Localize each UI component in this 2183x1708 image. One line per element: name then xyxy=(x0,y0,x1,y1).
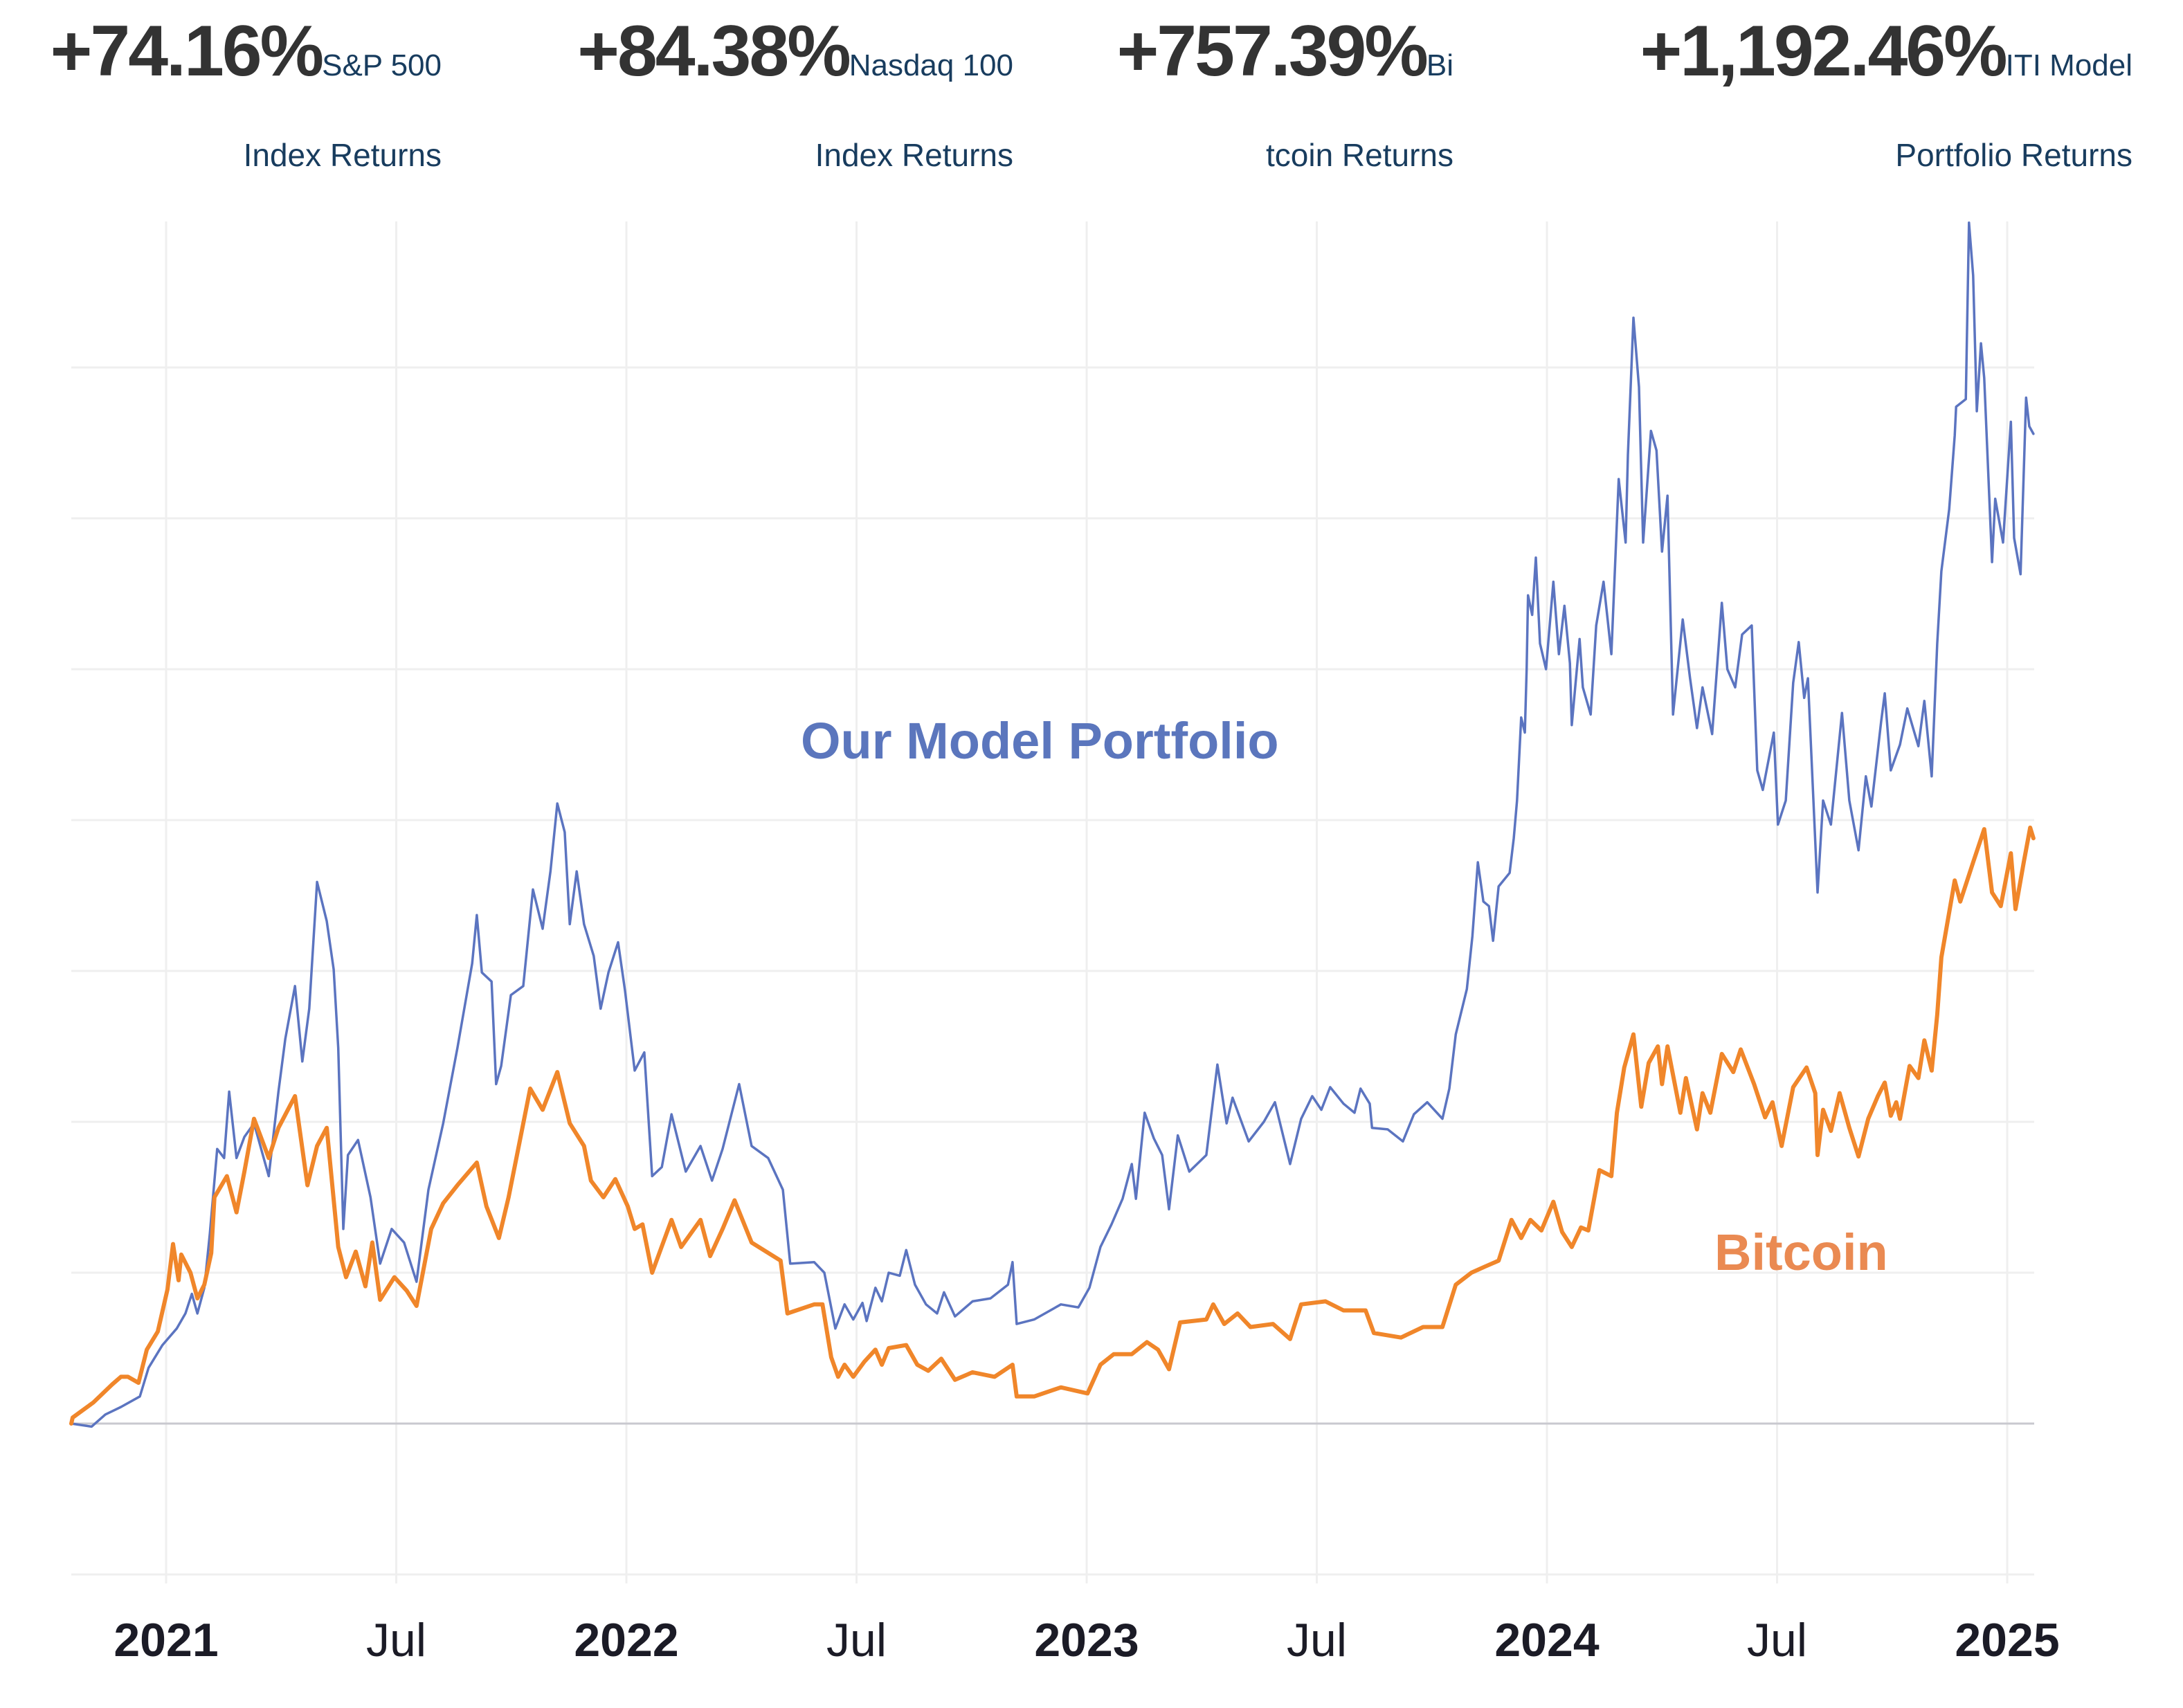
x-tick-label: 2021 xyxy=(114,1614,218,1666)
stat-value: +74.16% xyxy=(50,11,324,91)
stat-iti-model: +1,192.46% ITI Model Portfolio Returns xyxy=(1592,0,2132,187)
vertical-gridlines xyxy=(165,221,2009,1583)
x-tick-label: 2023 xyxy=(1034,1614,1139,1666)
stat-value: +757.39% xyxy=(1116,11,1429,91)
series-layer xyxy=(69,221,2036,1428)
stat-name: Bi xyxy=(1426,48,1453,82)
series-label-bitcoin: Bitcoin xyxy=(1714,1224,1888,1281)
x-axis-tick-labels: 2021 Jul 2022 Jul 2023 Jul 2024 Jul 2025 xyxy=(114,1614,2059,1666)
stat-subtitle: tcoin Returns xyxy=(1265,137,1453,173)
stat-nasdaq100: +84.38% Nasdaq 100 Index Returns xyxy=(540,0,1013,187)
x-tick-label: 2024 xyxy=(1494,1614,1599,1666)
stat-subtitle: Index Returns xyxy=(243,137,442,173)
x-tick-label: 2025 xyxy=(1955,1614,2059,1666)
x-tick-label: Jul xyxy=(1287,1614,1347,1666)
horizontal-gridlines xyxy=(71,366,2034,1576)
stat-bitcoin: +757.39% Bi tcoin Returns xyxy=(1080,0,1453,187)
stat-name: ITI Model xyxy=(2005,48,2132,82)
stat-subtitle: Index Returns xyxy=(815,137,1013,173)
series-line-bitcoin xyxy=(69,825,2036,1426)
stat-name: Nasdaq 100 xyxy=(849,48,1013,82)
stat-value: +84.38% xyxy=(577,11,851,91)
x-tick-label: Jul xyxy=(1747,1614,1807,1666)
stat-sp500: +74.16% S&P 500 Index Returns xyxy=(28,0,442,187)
stat-name: S&P 500 xyxy=(322,48,442,82)
x-tick-label: Jul xyxy=(826,1614,887,1666)
x-tick-label: Jul xyxy=(366,1614,426,1666)
x-tick-label: 2022 xyxy=(574,1614,678,1666)
stat-value: +1,192.46% xyxy=(1640,11,2008,91)
series-label-portfolio: Our Model Portfolio xyxy=(801,712,1279,770)
series-line-portfolio xyxy=(70,221,2035,1428)
stat-subtitle: Portfolio Returns xyxy=(1895,137,2132,173)
